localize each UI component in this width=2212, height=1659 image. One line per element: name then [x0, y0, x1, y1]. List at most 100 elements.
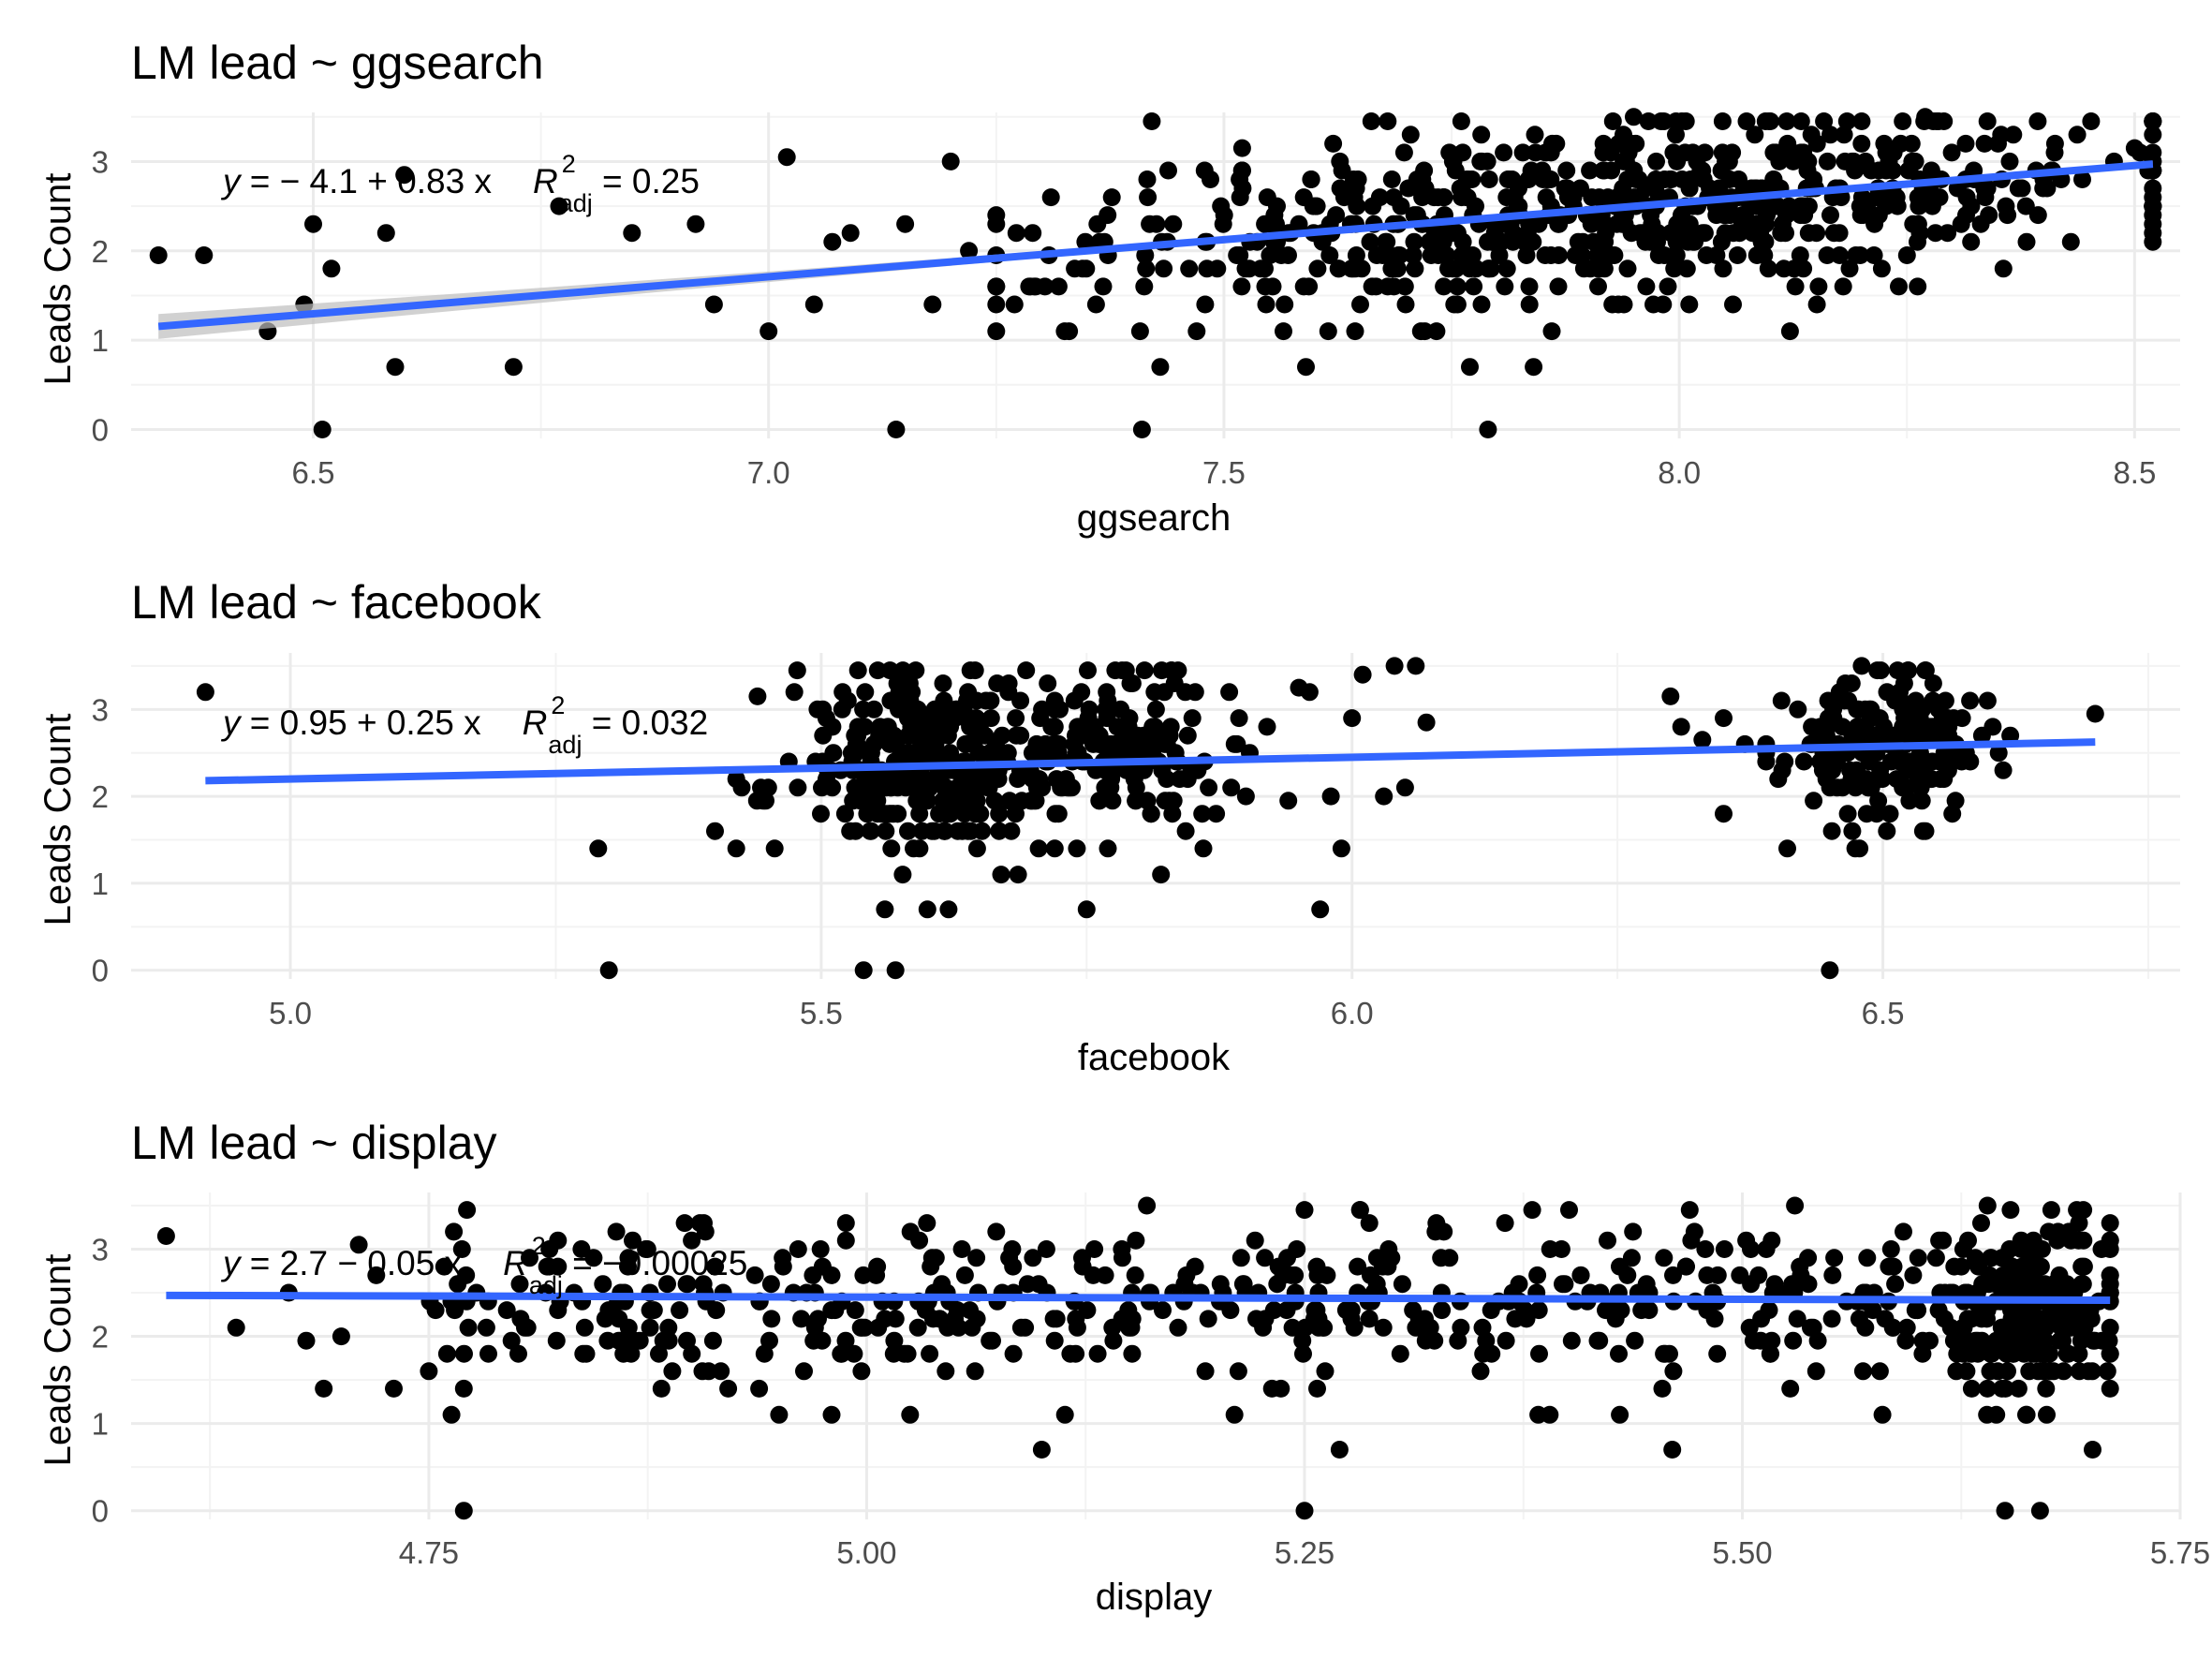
data-point: [509, 1344, 527, 1363]
data-point: [823, 232, 842, 251]
data-point: [1594, 134, 1613, 153]
data-point: [1661, 687, 1680, 705]
data-point: [706, 1257, 725, 1276]
data-point: [1611, 1257, 1629, 1276]
data-point: [386, 358, 405, 377]
data-point: [2101, 1379, 2119, 1398]
data-point: [1246, 1231, 1264, 1250]
data-point: [420, 1362, 438, 1381]
data-point: [1852, 112, 1871, 130]
data-point: [1978, 1405, 1997, 1424]
data-point: [880, 661, 899, 680]
data-point: [1385, 657, 1404, 675]
data-point: [315, 1379, 333, 1398]
data-point: [770, 1405, 789, 1424]
data-point: [1972, 1214, 1990, 1233]
data-point: [745, 1266, 764, 1284]
data-point: [1158, 734, 1176, 753]
data-point: [2032, 1344, 2051, 1363]
data-point: [1549, 277, 1568, 296]
data-point: [1752, 232, 1771, 251]
data-point: [654, 1331, 672, 1350]
data-point: [877, 822, 895, 840]
data-point: [1909, 1301, 1926, 1320]
data-point: [1384, 277, 1403, 296]
data-point: [1032, 1441, 1051, 1459]
data-point: [822, 1405, 841, 1424]
data-point: [637, 1240, 656, 1258]
data-point: [2072, 1257, 2091, 1276]
data-point: [981, 709, 1000, 728]
data-point: [1236, 259, 1255, 278]
data-point: [1654, 295, 1673, 314]
data-point: [719, 1379, 738, 1398]
data-point: [922, 1249, 941, 1267]
regression-line: [166, 1291, 2111, 1304]
data-point: [987, 734, 1005, 753]
data-point: [886, 1310, 905, 1328]
data-point: [1916, 822, 1935, 840]
data-point: [1588, 259, 1607, 278]
data-point: [2101, 1344, 2119, 1363]
data-point: [1120, 709, 1139, 728]
x-tick-label: 5.25: [1275, 1535, 1335, 1570]
data-point: [818, 770, 835, 789]
data-point: [1275, 322, 1292, 341]
data-point: [547, 1331, 566, 1350]
data-point: [677, 1275, 696, 1294]
data-point: [2144, 232, 2162, 251]
data-point: [696, 1222, 715, 1241]
data-point: [1084, 1266, 1102, 1284]
data-point: [1624, 1222, 1643, 1241]
data-point: [1406, 259, 1424, 278]
data-point: [2017, 1405, 2035, 1424]
panel-display: LM lead ~ display display Leads Count 4.…: [37, 1117, 2210, 1618]
data-point: [1102, 188, 1121, 207]
data-point: [1910, 197, 1928, 215]
data-point: [785, 683, 804, 702]
data-point: [2101, 1266, 2119, 1284]
data-point: [1819, 691, 1837, 710]
data-point: [748, 687, 767, 705]
data-point: [1685, 1222, 1703, 1241]
data-point: [1256, 1249, 1275, 1267]
data-point: [607, 1222, 626, 1241]
data-point: [2073, 170, 2091, 188]
data-point: [671, 1301, 689, 1320]
data-point: [2061, 1231, 2080, 1250]
data-point: [313, 421, 332, 438]
equation-val: = 0.032: [582, 704, 708, 742]
data-point: [1114, 726, 1133, 745]
data-point: [538, 1257, 556, 1276]
data-point: [1913, 1344, 1932, 1363]
data-point: [1195, 161, 1214, 180]
data-point: [1461, 358, 1479, 377]
data-point: [789, 1240, 807, 1258]
data-point: [1076, 232, 1095, 251]
data-point: [1169, 1318, 1187, 1337]
data-point: [1525, 358, 1543, 377]
data-point: [987, 277, 1006, 296]
data-point: [909, 778, 928, 797]
data-point: [856, 683, 875, 702]
data-point: [1975, 134, 1994, 153]
data-point: [1293, 1331, 1312, 1350]
data-point: [1151, 358, 1170, 377]
y-axis-title: Leads Count: [37, 173, 79, 386]
equation-sup: 2: [562, 150, 576, 178]
data-point: [1934, 1231, 1953, 1250]
x-tick-label: 5.5: [800, 996, 843, 1030]
data-point: [1005, 295, 1024, 314]
data-point: [1228, 246, 1246, 264]
data-point: [1378, 232, 1396, 251]
data-point: [1401, 126, 1420, 144]
data-point: [1395, 778, 1414, 797]
data-point: [1021, 277, 1040, 296]
data-point: [1622, 224, 1641, 243]
data-point: [761, 1275, 780, 1294]
data-point: [1330, 259, 1349, 278]
data-point: [1680, 295, 1699, 314]
data-point: [1343, 709, 1362, 728]
data-point: [1667, 246, 1686, 264]
data-point: [1588, 1331, 1607, 1350]
